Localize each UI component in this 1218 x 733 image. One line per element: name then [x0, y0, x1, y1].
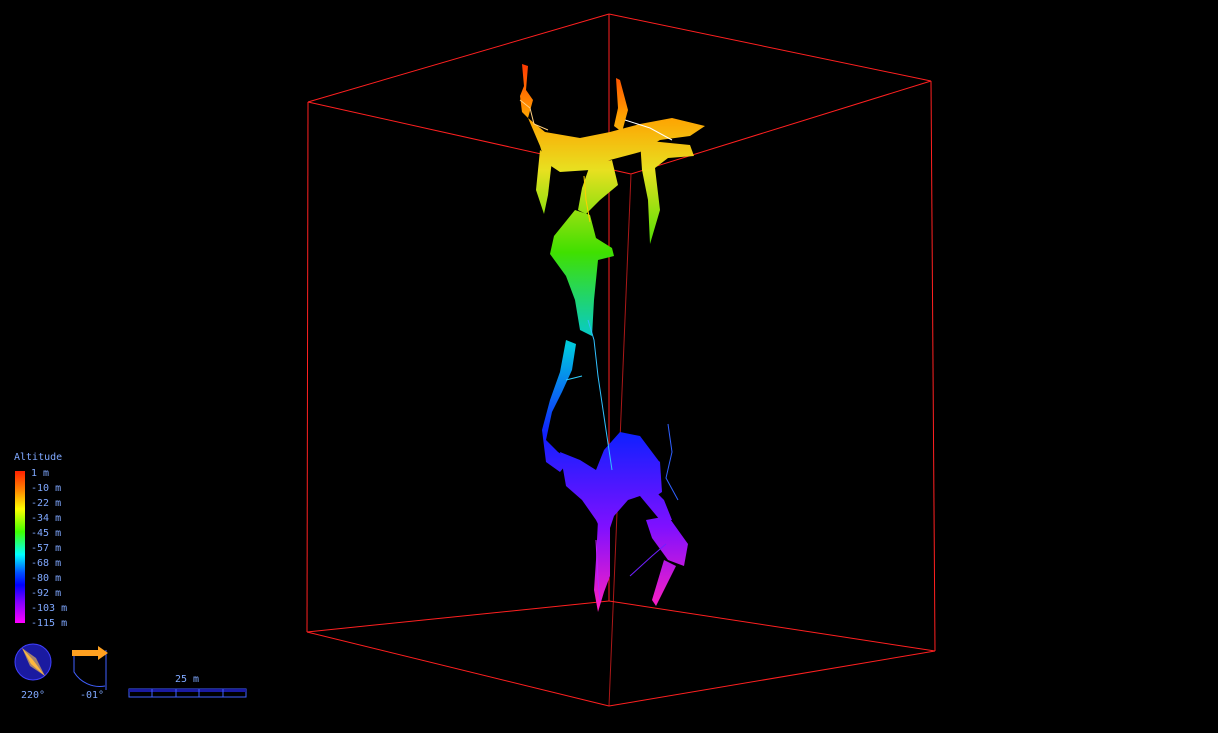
- legend-label: -92 m: [31, 588, 62, 599]
- cave-passage-magenta-tail: [652, 560, 676, 606]
- cave-passage-top-right: [614, 78, 628, 132]
- survey-lines: [519, 99, 679, 601]
- bounding-box: [306, 13, 936, 707]
- scale-bar: 25 m: [128, 674, 247, 698]
- cave-passage-yellow-main: [528, 118, 705, 172]
- cave-passage-purple-left: [594, 520, 610, 612]
- clino-arc: [73, 650, 106, 687]
- cave-passage-cyan: [542, 340, 576, 472]
- legend-label: -10 m: [31, 483, 62, 494]
- legend-label: -103 m: [31, 603, 68, 614]
- cave-passage-yellow-branch: [640, 140, 694, 244]
- legend-title: Altitude: [14, 452, 63, 463]
- clino-tilt: -01°: [80, 690, 105, 701]
- clino-arrow-icon: [72, 646, 108, 660]
- legend-label: -68 m: [31, 558, 62, 569]
- clino-widget[interactable]: [72, 646, 108, 690]
- cave-passage-yellow-left: [536, 150, 552, 214]
- legend-label: 1 m: [31, 468, 50, 479]
- cave-passage-yellow-center: [578, 160, 618, 214]
- legend-labels: 1 m -10 m -22 m -34 m -45 m -57 m -68 m …: [31, 466, 67, 631]
- cave-passage-top-left: [520, 64, 533, 118]
- legend-label: -34 m: [31, 513, 62, 524]
- legend-label: -80 m: [31, 573, 62, 584]
- legend-label: -45 m: [31, 528, 62, 539]
- cave-model[interactable]: [520, 64, 705, 612]
- cave-passage-green: [550, 210, 614, 336]
- legend-label: -115 m: [31, 618, 68, 629]
- compass-bearing: 220°: [21, 690, 46, 701]
- legend-label: -22 m: [31, 498, 62, 509]
- cave-passage-purple-right: [646, 516, 688, 566]
- cave-passage-blue-right: [636, 440, 662, 500]
- scale-label: 25 m: [175, 674, 199, 685]
- compass-widget[interactable]: [14, 643, 52, 681]
- legend-label: -57 m: [31, 543, 62, 554]
- altitude-color-bar: [15, 471, 25, 623]
